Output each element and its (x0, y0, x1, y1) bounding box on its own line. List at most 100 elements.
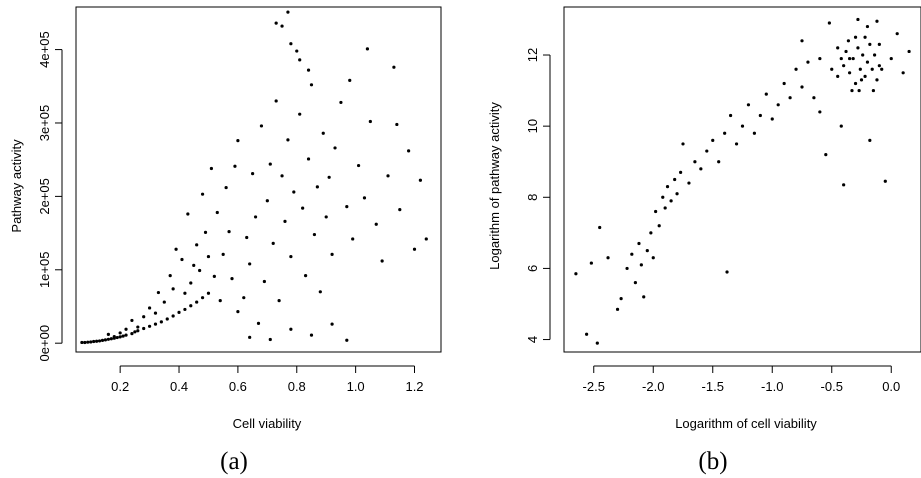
scatter-point-b (642, 295, 646, 299)
scatter-point-b (758, 113, 762, 118)
scatter-point-b (858, 67, 862, 71)
scatter-point-b (723, 131, 727, 135)
scatter-point-b (651, 256, 655, 260)
scatter-point-b (794, 67, 798, 71)
scatter-point-b (673, 177, 677, 182)
scatter-point-a (195, 300, 199, 304)
x-tick-label-b: -0.5 (821, 379, 843, 394)
scatter-point-a (356, 163, 361, 168)
scatter-point-a (147, 306, 152, 310)
scatter-point-a (227, 230, 231, 234)
scatter-point-b (661, 195, 665, 199)
scatter-point-a (330, 322, 334, 326)
scatter-point-b (598, 225, 602, 230)
x-tick-label-a: 0.2 (111, 379, 129, 394)
scatter-point-a (253, 215, 258, 219)
scatter-point-a (236, 310, 240, 314)
scatter-point-a (121, 334, 125, 338)
scatter-point-b (770, 117, 774, 121)
y-tick-label-a: 1e+05 (37, 252, 52, 289)
scatter-point-b (699, 167, 703, 171)
scatter-point-a (368, 119, 372, 124)
scatter-point-b (830, 67, 834, 71)
x-tick-label-b: -1.0 (761, 379, 783, 394)
scatter-point-b (645, 249, 649, 253)
scatter-point-a (265, 199, 269, 203)
scatter-point-a (268, 337, 272, 342)
x-tick-label-b: 0.0 (882, 379, 900, 394)
scatter-point-a (309, 83, 314, 87)
scatter-point-a (200, 296, 205, 300)
scatter-point-a (248, 335, 252, 339)
scatter-point-b (889, 56, 893, 61)
scatter-point-b (824, 153, 828, 157)
plot-frame-b (563, 6, 921, 353)
scatter-point-a (298, 112, 302, 116)
y-tick-label-a: 2e+05 (37, 178, 52, 215)
scatter-point-a (183, 307, 187, 312)
scatter-point-a (180, 257, 184, 262)
scatter-point-b (619, 297, 623, 301)
scatter-point-b (654, 209, 658, 214)
scatter-point-b (734, 142, 739, 146)
scatter-point-a (109, 337, 113, 341)
scatter-point-b (875, 78, 879, 82)
x-tick-label-b: -2.0 (642, 379, 664, 394)
x-tick-label-a: 1.2 (405, 379, 423, 394)
scatter-point-a (286, 10, 290, 14)
scatter-point-a (206, 291, 211, 295)
plot-area-a: 0.2 0.4 0.6 0.8 1.0 1.2 0e+00 1e+05 2e+05 3e+05 4e… (37, 6, 442, 394)
scatter-point-a (186, 212, 190, 216)
scatter-point-b (859, 78, 864, 82)
scatter-point-a (106, 337, 110, 341)
scatter-point-b (681, 142, 685, 146)
scatter-point-b (725, 270, 729, 274)
scatter-point-a (318, 290, 322, 294)
y-axis-label-b: Logarithm of pathway activity (487, 102, 502, 270)
scatter-point-a (124, 333, 128, 337)
scatter-point-b (625, 266, 629, 271)
scatter-point-a (142, 326, 146, 331)
scatter-point-b (856, 17, 860, 22)
scatter-point-a (374, 222, 378, 226)
scatter-point-a (130, 318, 134, 323)
y-tick-label-b: 12 (525, 48, 540, 62)
chart-panel-a: 0.2 0.4 0.6 0.8 1.0 1.2 0e+00 1e+05 2e+05 3e+05 4e… (9, 6, 442, 475)
scatter-point-a (256, 321, 261, 325)
scatter-point-b (863, 74, 867, 78)
scatter-point-a (159, 320, 163, 324)
scatter-point-a (203, 230, 208, 234)
scatter-point-a (407, 149, 411, 153)
scatter-point-b (853, 35, 858, 39)
scatter-point-b (639, 263, 643, 267)
scatter-point-b (633, 281, 638, 285)
scatter-point-a (424, 237, 428, 241)
scatter-point-a (268, 162, 272, 166)
scatter-point-a (162, 300, 166, 304)
scatter-point-a (130, 332, 134, 336)
scatter-point-a (345, 205, 349, 209)
scatter-point-b (875, 19, 879, 23)
scatter-point-b (853, 81, 858, 86)
scatter-point-b (868, 138, 872, 142)
scatter-point-a (312, 232, 317, 237)
scatter-point-a (283, 219, 287, 223)
scatter-point-b (669, 199, 673, 203)
scatter-point-b (595, 341, 599, 345)
scatter-point-b (836, 46, 840, 50)
scatter-point-b (818, 110, 822, 114)
scatter-point-b (880, 67, 884, 71)
x-tick-label-a: 0.4 (170, 379, 188, 394)
scatter-point-a (115, 335, 119, 340)
scatter-point-b (895, 32, 899, 36)
scatter-point-b (865, 24, 870, 29)
scatter-point-b (657, 224, 661, 228)
scatter-point-b (585, 332, 589, 336)
scatter-point-a (183, 291, 187, 295)
plot-frame-a (75, 6, 442, 353)
scatter-point-b (836, 74, 840, 78)
scatter-point-b (665, 185, 670, 189)
scatter-point-b (865, 60, 870, 64)
panel-label-a: (a) (220, 448, 248, 475)
scatter-point-a (133, 330, 137, 334)
